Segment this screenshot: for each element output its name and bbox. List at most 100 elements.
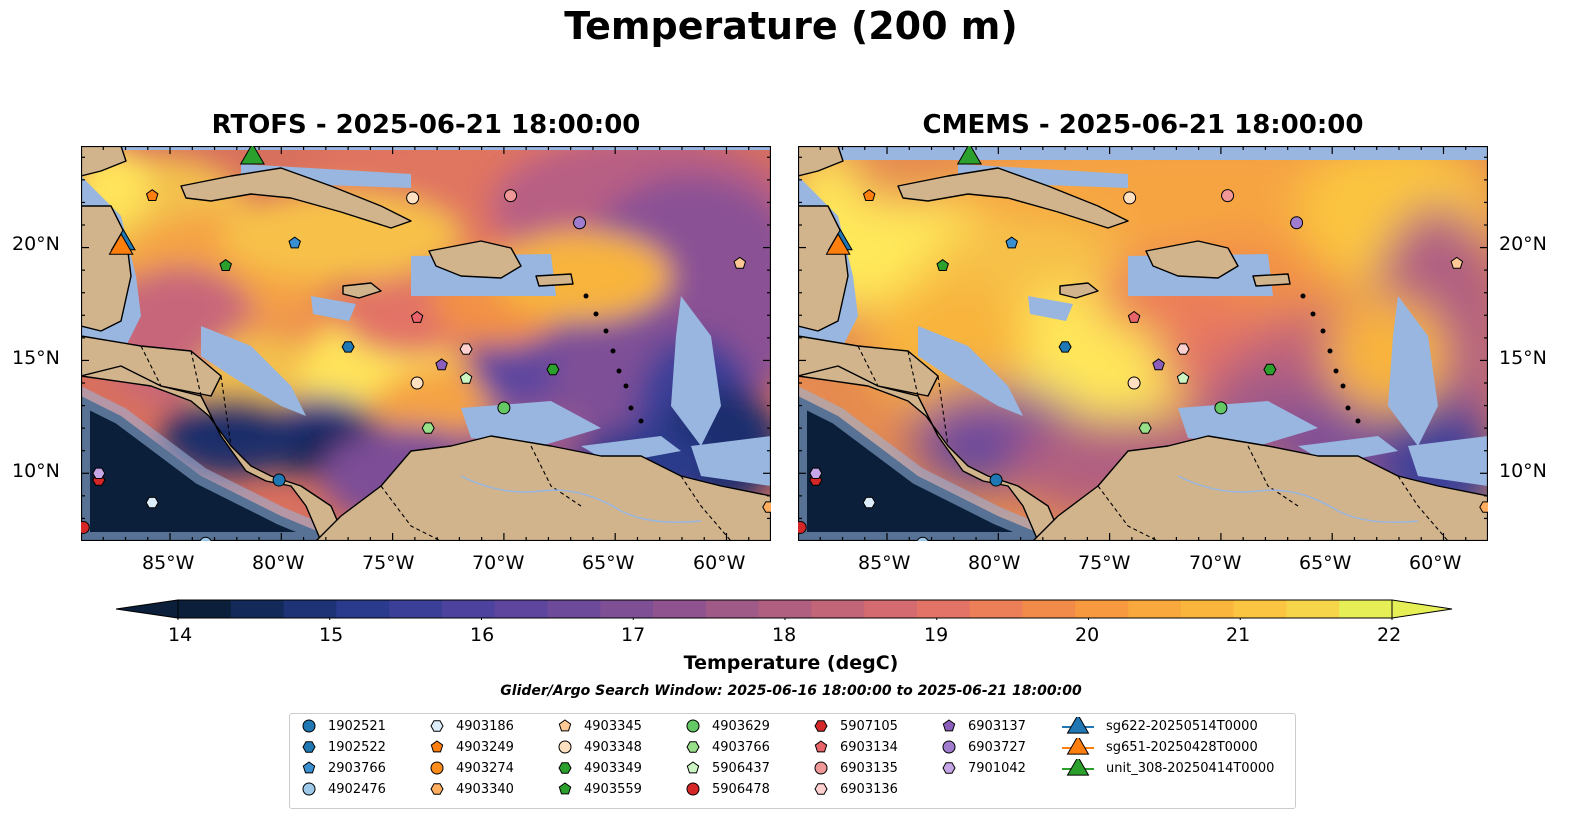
- legend-label: 1902522: [328, 739, 386, 755]
- colorbar-tick-label: 19: [924, 624, 949, 646]
- float-marker-4903766: [1138, 422, 1152, 434]
- legend-marker-icon: [942, 740, 956, 754]
- land-puerto-rico: [535, 273, 574, 287]
- glider-marker-unit_308-20250414T0000: [956, 146, 982, 165]
- colorbar-tick-label: 20: [1075, 624, 1100, 646]
- legend-item: 6903727: [940, 738, 1026, 756]
- float-marker-5906478: [81, 520, 90, 534]
- lat-tick-label: 10°N: [1499, 460, 1547, 482]
- legend-item: 4903274: [428, 759, 514, 777]
- colorbar-segment: [864, 600, 918, 618]
- legend-marker-icon: [814, 761, 828, 775]
- glider-marker-sg651-20250428T0000: [108, 233, 134, 255]
- legend-marker-icon: [814, 783, 828, 795]
- lon-tick-label: 75°W: [1078, 552, 1131, 574]
- colorbar-segment: [600, 600, 654, 618]
- legend-marker-icon: [1062, 717, 1094, 734]
- legend-marker-icon: [430, 720, 444, 732]
- figure-title: Temperature (200 m): [564, 4, 1018, 48]
- glider-marker-sg651-20250428T0000: [825, 233, 851, 255]
- float-marker-6903134: [410, 310, 424, 323]
- legend-label: 6903136: [840, 781, 898, 797]
- legend-marker-icon: [430, 740, 444, 753]
- float-marker-4903348: [1123, 191, 1137, 205]
- legend-item: 2903766: [300, 759, 386, 777]
- land-north-tip: [798, 146, 844, 177]
- land-north-tip: [81, 146, 127, 177]
- legend-label: 5907105: [840, 718, 898, 734]
- panel-title-rtofs: RTOFS - 2025-06-21 18:00:00: [211, 110, 641, 140]
- legend-item: 6903135: [812, 759, 898, 777]
- float-marker-6903135: [504, 189, 518, 203]
- land-south-america: [1032, 435, 1488, 541]
- legend-label: 4903349: [584, 760, 642, 776]
- colorbar: [116, 599, 1453, 620]
- legend-label: 7901042: [968, 760, 1026, 776]
- legend-item: 4903249: [428, 738, 514, 756]
- colorbar-tick-label: 14: [168, 624, 193, 646]
- legend-marker-icon: [1062, 738, 1094, 755]
- search-window-text: Glider/Argo Search Window: 2025-06-16 18…: [500, 683, 1082, 699]
- legend-item: unit_308-20250414T0000: [1060, 759, 1274, 777]
- float-marker-4903766: [421, 422, 435, 434]
- colorbar-segment: [1075, 600, 1129, 618]
- lon-tick-label: 60°W: [1409, 552, 1462, 574]
- legend-item: 6903136: [812, 780, 898, 798]
- lon-tick-label: 65°W: [1299, 552, 1352, 574]
- legend-label: unit_308-20250414T0000: [1106, 760, 1275, 776]
- land-puerto-rico: [1252, 273, 1291, 287]
- legend-label: 5906478: [712, 781, 770, 797]
- float-marker-6903136: [1176, 343, 1190, 355]
- legend-label: 4903559: [584, 781, 642, 797]
- lat-tick-label: 10°N: [12, 460, 60, 482]
- legend-marker-icon: [942, 719, 956, 732]
- legend-item: 4903186: [428, 717, 514, 735]
- legend-item: sg622-20250514T0000: [1060, 717, 1258, 735]
- float-marker-2903766: [1005, 236, 1018, 249]
- float-marker-1902522: [341, 341, 355, 353]
- glider-marker-unit_308-20250414T0000: [239, 146, 265, 165]
- lon-tick-label: 70°W: [472, 552, 525, 574]
- legend-marker-icon: [302, 761, 316, 774]
- legend-label: 4903340: [456, 781, 514, 797]
- float-marker-4903559: [219, 258, 232, 271]
- legend-marker-icon: [686, 719, 700, 733]
- colorbar-tick-label: 17: [621, 624, 646, 646]
- legend-marker-icon: [558, 762, 572, 774]
- legend-item: 6903137: [940, 717, 1026, 735]
- legend-item: 5906478: [684, 780, 770, 798]
- float-marker-6903137: [1152, 358, 1165, 371]
- legend-marker-icon: [686, 741, 700, 753]
- legend-item: 1902522: [300, 738, 386, 756]
- float-marker-4903345: [733, 256, 747, 269]
- float-marker-4903348: [406, 191, 420, 205]
- float-marker-1902521: [989, 473, 1003, 487]
- float-marker-5906437: [1176, 371, 1190, 384]
- legend-item: 4903766: [684, 738, 770, 756]
- colorbar-extend-high: [1391, 599, 1453, 619]
- legend-label: 6903134: [840, 739, 898, 755]
- legend-label: 4903249: [456, 739, 514, 755]
- colorbar-segment: [758, 600, 812, 618]
- float-marker-4903186: [862, 496, 876, 509]
- lon-tick-label: 85°W: [858, 552, 911, 574]
- legend-label: 4903348: [584, 739, 642, 755]
- legend-item: 4903629: [684, 717, 770, 735]
- legend-item: 7901042: [940, 759, 1026, 777]
- float-marker-4903349: [546, 363, 560, 376]
- legend: 1902521 1902522 2903766 4902476 4903186 49032…: [289, 713, 1296, 809]
- land-hispaniola: [428, 240, 522, 279]
- legend-label: sg622-20250514T0000: [1106, 718, 1258, 734]
- legend-marker-icon: [430, 783, 444, 795]
- legend-item: 6903134: [812, 738, 898, 756]
- float-marker-6903137: [435, 358, 448, 371]
- legend-label: sg651-20250428T0000: [1106, 739, 1258, 755]
- legend-marker-icon: [1062, 759, 1094, 776]
- legend-label: 6903727: [968, 739, 1026, 755]
- land-cuba: [897, 167, 1129, 229]
- float-marker-4903249: [862, 189, 876, 201]
- float-marker-4903340: [762, 501, 771, 513]
- float-marker-4903349: [1263, 363, 1277, 376]
- float-marker-6903136: [459, 343, 473, 355]
- colorbar-segment: [283, 600, 337, 618]
